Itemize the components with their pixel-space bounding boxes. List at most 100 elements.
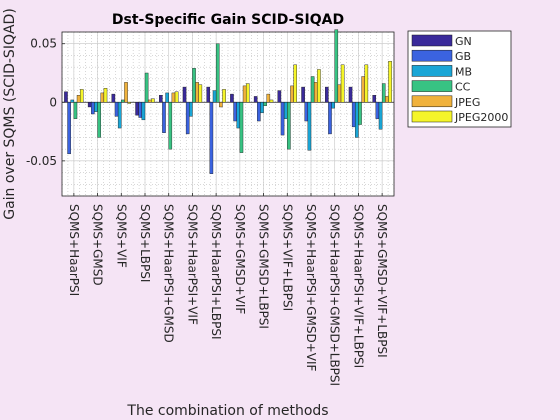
- bar-gn-7: [206, 86, 211, 103]
- bar-mb-9: [260, 102, 264, 114]
- legend-label-gn: GN: [455, 35, 472, 48]
- y-tick-labels: -0.05 0 0.05: [26, 37, 65, 168]
- bar-cc-4: [144, 72, 149, 103]
- x-tick-label: SQMS+GMSD+VIF+LBPSI: [375, 204, 389, 358]
- bar-jpeg2000-5: [174, 91, 179, 103]
- x-tick-label: SQMS+GMSD+VIF: [233, 204, 247, 314]
- bar-jpeg-13: [361, 76, 365, 103]
- bar-jpeg2000-1: [79, 89, 84, 103]
- bar-gb-2: [91, 102, 95, 115]
- bar-jpeg2000-12: [340, 64, 345, 103]
- bar-jpeg2000-10: [293, 64, 297, 103]
- bar-gb-10: [280, 102, 285, 136]
- bar-mb-3: [117, 102, 122, 129]
- x-tick-label: SQMS+LBPSI: [138, 204, 152, 282]
- bar-cc-8: [239, 102, 244, 153]
- bar-jpeg-3: [124, 82, 128, 103]
- bar-gb-5: [162, 102, 166, 133]
- bar-mb-2: [94, 102, 98, 112]
- x-tick-label: SQMS+VIF: [114, 204, 128, 268]
- bar-gb-12: [328, 102, 332, 135]
- bar-cc-14: [381, 83, 386, 103]
- bar-cc-7: [215, 43, 220, 103]
- bar-gb-6: [185, 102, 190, 135]
- bar-jpeg2000-13: [364, 64, 369, 103]
- bar-jpeg-12: [337, 84, 342, 103]
- bar-mb-14: [378, 102, 383, 130]
- bar-mb-1: [70, 99, 75, 103]
- bar-gb-13: [351, 102, 356, 128]
- x-tick-labels: SQMS+HaarPSI SQMS+GMSD SQMS+VIF SQMS+LBPSI S…: [67, 193, 389, 386]
- bar-mb-13: [355, 102, 359, 138]
- x-tick-label: SQMS+HaarPSI+GMSD: [162, 204, 176, 343]
- x-tick-label: SQMS+HaarPSI+GMSD+VIF: [304, 204, 318, 372]
- bar-gb-4: [138, 102, 143, 118]
- bar-mb-4: [141, 102, 146, 121]
- bar-gb-1: [67, 102, 71, 155]
- x-tick-label: SQMS+HaarPSI+LBPSI: [209, 204, 223, 340]
- x-tick-label: SQMS+GMSD: [91, 204, 105, 286]
- y-axis-label: Gain over SQMS (SCID-SIQAD): [2, 8, 18, 220]
- plot-area: [61, 31, 395, 197]
- bar-gb-14: [375, 102, 380, 119]
- legend-label-mb: MB: [455, 65, 472, 78]
- x-tick-label: SQMS+HaarPSI: [67, 204, 81, 296]
- x-tick-label: SQMS+GMSD+LBPSI: [257, 204, 271, 329]
- bar-jpeg-5: [171, 92, 176, 103]
- bar-mb-6: [189, 102, 193, 117]
- bar-mb-7: [212, 90, 217, 103]
- bar-jpeg-14: [385, 96, 389, 103]
- bar-gn-2: [87, 102, 92, 108]
- legend-swatch-cc: [411, 80, 453, 92]
- legend-swatch-jpeg2000: [411, 110, 453, 123]
- bar-gb-7: [209, 102, 214, 174]
- legend-swatch-jpeg: [411, 95, 453, 108]
- legend-label-gb: GB: [455, 50, 471, 63]
- legend-swatch-gn: [411, 34, 453, 47]
- bar-cc-12: [334, 29, 339, 103]
- bar-gn-10: [277, 90, 282, 103]
- x-tick-label: SQMS+VIF+LBPSI: [280, 204, 294, 311]
- bar-cc-3: [121, 99, 125, 103]
- bar-gb-3: [114, 102, 119, 117]
- bar-jpeg2000-4: [151, 98, 155, 103]
- bar-jpeg-1: [76, 95, 81, 103]
- bar-jpeg-6: [195, 82, 199, 103]
- bar-jpeg2000-9: [269, 99, 274, 103]
- bar-gn-13: [348, 86, 353, 103]
- bar-gn-5: [159, 95, 163, 103]
- bar-gb-11: [304, 102, 309, 122]
- bar-jpeg-4: [147, 99, 152, 103]
- x-tick-label: SQMS+HaarPSI+VIF: [185, 204, 199, 325]
- bar-gn-8: [230, 93, 234, 103]
- bar-gn-6: [182, 86, 187, 103]
- bar-jpeg2000-7: [222, 89, 226, 103]
- y-tick-label: 0: [49, 95, 57, 109]
- bar-jpeg-11: [313, 82, 318, 103]
- x-tick-label: SQMS+HaarPSI+GMSD+LBPSI: [328, 204, 342, 386]
- bar-jpeg2000-6: [198, 84, 203, 103]
- chart-title: Dst-Specific Gain SCID-SIQAD: [112, 12, 344, 28]
- bar-cc-11: [310, 76, 315, 103]
- bar-gn-1: [64, 91, 68, 103]
- bar-mb-12: [331, 102, 335, 109]
- bar-jpeg2000-11: [317, 69, 321, 103]
- legend-label-jpeg: JPEG: [454, 96, 480, 109]
- legend-label-cc: CC: [455, 81, 471, 94]
- bar-cc-10: [287, 102, 291, 150]
- bar-jpeg-2: [100, 92, 105, 103]
- y-tick-label: -0.05: [26, 154, 57, 168]
- bar-gb-9: [257, 102, 261, 122]
- bar-gb-8: [233, 102, 237, 122]
- bar-cc-1: [73, 102, 78, 119]
- y-tick-label: 0.05: [30, 37, 57, 51]
- bar-gn-4: [135, 102, 139, 116]
- bar-mb-11: [307, 102, 312, 151]
- bar-cc-13: [358, 102, 362, 125]
- legend-swatch-mb: [411, 65, 453, 77]
- bar-jpeg-9: [266, 93, 271, 103]
- x-axis-label: The combination of methods: [126, 403, 328, 419]
- bar-gn-12: [325, 86, 329, 103]
- bar-jpeg-10: [290, 85, 294, 103]
